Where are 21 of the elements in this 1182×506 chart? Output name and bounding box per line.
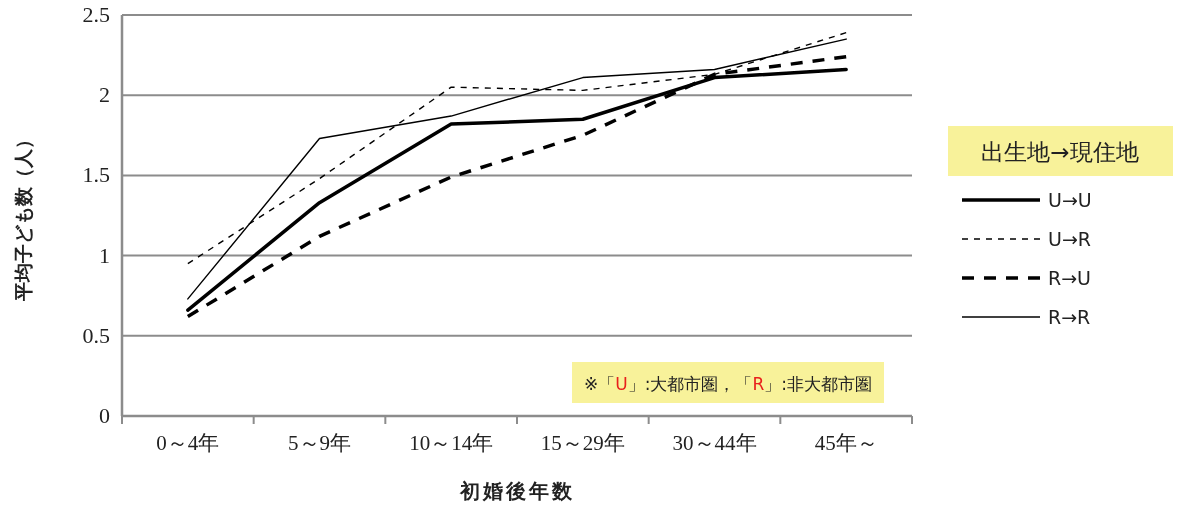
legend-title: 出生地→現住地 <box>981 139 1139 165</box>
x-tick-label: 0～4年 <box>156 431 220 455</box>
x-tick-label: 45年～ <box>814 431 878 455</box>
legend-label: R→U <box>1048 267 1092 289</box>
y-axis-title: 平均子ども数（人） <box>12 130 34 302</box>
y-tick-label: 0.5 <box>82 322 110 348</box>
x-tick-label: 15～29年 <box>540 431 625 455</box>
y-tick-label: 2.5 <box>82 2 110 27</box>
y-tick-label: 2 <box>99 82 110 108</box>
y-tick-label: 1.5 <box>82 162 110 188</box>
y-tick-label: 0 <box>99 403 110 428</box>
annotation: ※「U」:大都市圏，「R」:非大都市圏 <box>584 374 872 394</box>
legend-label: U→R <box>1048 228 1092 250</box>
legend-label: R→R <box>1048 306 1091 328</box>
legend-label: U→U <box>1048 189 1092 211</box>
y-tick-label: 1 <box>99 242 110 268</box>
x-axis-title: 初婚後年数 <box>458 479 575 503</box>
x-tick-label: 10～14年 <box>409 431 494 455</box>
x-tick-label: 5～9年 <box>288 431 351 455</box>
annotation: ※「U」:大都市圏，「R」:非大都市圏 <box>572 362 884 403</box>
x-tick-label: 30～44年 <box>672 431 757 455</box>
